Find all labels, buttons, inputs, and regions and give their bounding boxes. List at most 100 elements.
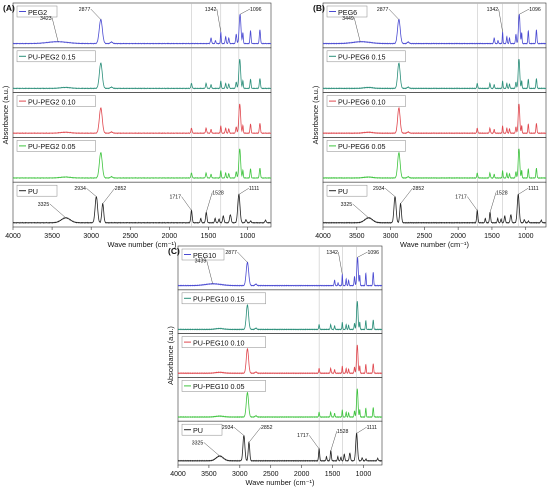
legend-label: PU — [338, 187, 348, 196]
peak-leader — [308, 435, 320, 450]
subplot-frame — [177, 420, 383, 466]
peak-label: 1096 — [250, 7, 262, 13]
spectrum-line — [177, 344, 383, 375]
peak-label: 1342 — [326, 250, 338, 256]
peak-leader — [237, 251, 248, 263]
panel-letter: (B) — [313, 3, 325, 13]
peak-label: 3325 — [341, 202, 353, 208]
x-tick-label: 3500 — [201, 471, 217, 478]
spectrum-line — [177, 388, 383, 419]
peak-leader — [498, 8, 503, 32]
x-tick-label: 2500 — [417, 233, 433, 240]
spectrum-line — [177, 432, 383, 462]
spectrum-line — [12, 59, 272, 90]
peak-leader — [519, 8, 530, 15]
legend-entry: PU-PEG10 0.05 — [181, 380, 266, 392]
peak-label: 2852 — [261, 425, 273, 431]
peak-leader — [239, 8, 251, 15]
peak-leader — [354, 17, 361, 42]
x-tick-label: 3000 — [383, 233, 399, 240]
x-tick-label: 1000 — [356, 471, 372, 478]
legend-box — [326, 5, 368, 18]
peak-label: 2877 — [79, 7, 91, 13]
legend-entry: PU — [326, 184, 368, 197]
x-tick-label: 1000 — [518, 233, 534, 240]
legend-box — [16, 5, 58, 18]
legend-entry: PU — [181, 423, 223, 436]
legend-entry: PU-PEG2 0.15 — [16, 50, 96, 63]
legend-entry: PU-PEG6 0.10 — [326, 95, 406, 107]
legend-entry: PU — [16, 184, 58, 197]
peak-leader — [233, 427, 245, 436]
x-axis-title: Wave number (cm⁻¹) — [108, 240, 177, 249]
x-tick-label: 4000 — [5, 233, 21, 240]
spectrum-line — [12, 103, 272, 135]
peak-leader — [206, 192, 213, 213]
legend-box — [326, 140, 406, 152]
x-tick-label: 2500 — [122, 233, 138, 240]
peak-label: 1342 — [487, 7, 499, 13]
x-tick-label: 2000 — [294, 471, 310, 478]
legend-entry: PEG2 — [16, 5, 58, 18]
peak-label: 3423 — [40, 16, 52, 22]
peak-label: 3325 — [192, 440, 204, 446]
peak-label: 1096 — [529, 7, 541, 13]
peak-leader — [338, 251, 343, 275]
y-axis-title: Absorbance (a.u.) — [311, 86, 320, 145]
legend-label: PU-PEG2 0.15 — [28, 53, 76, 62]
spectrum-line — [12, 148, 272, 179]
peak-leader — [51, 17, 59, 42]
legend-box — [16, 140, 96, 152]
peak-leader — [400, 188, 413, 204]
peak-label: 3325 — [38, 202, 50, 208]
spectrum-line — [322, 103, 547, 135]
legend-entry: PU-PEG2 0.10 — [16, 95, 96, 107]
peak-leader — [206, 260, 213, 284]
legend-label: PU — [193, 426, 203, 435]
legend-box — [181, 248, 225, 261]
panel-letter: (A) — [3, 3, 15, 13]
legend-entry: PU-PEG6 0.15 — [326, 50, 406, 63]
legend-label: PU-PEG10 0.05 — [193, 382, 245, 391]
legend-box — [181, 423, 223, 436]
peak-leader — [384, 188, 396, 197]
peak-label: 3449 — [342, 16, 354, 22]
y-axis-title: Absorbance (a.u.) — [1, 86, 10, 145]
x-tick-label: 4000 — [315, 233, 331, 240]
legend-entry: PEG6 — [326, 5, 368, 18]
legend-label: PEG2 — [28, 8, 47, 17]
peak-leader — [90, 8, 101, 20]
legend-entry: PU-PEG10 0.10 — [181, 336, 266, 348]
legend-box — [16, 50, 96, 63]
legend-label: PU-PEG6 0.05 — [338, 142, 386, 151]
spectrum-line — [177, 257, 383, 287]
x-tick-label: 2000 — [450, 233, 466, 240]
peak-leader — [203, 442, 220, 457]
peak-label: 1096 — [368, 250, 380, 256]
x-tick-label: 1000 — [240, 233, 256, 240]
spectrum-line — [177, 300, 383, 331]
peak-leader — [489, 192, 497, 213]
y-axis-title: Absorbance (a.u.) — [166, 326, 175, 385]
legend-box — [16, 95, 96, 107]
peak-leader — [467, 196, 478, 211]
peak-label: 1111 — [367, 425, 377, 431]
spectrum-line — [322, 58, 547, 90]
peak-leader — [102, 188, 115, 204]
x-tick-label: 3500 — [349, 233, 365, 240]
peak-label: 2852 — [115, 186, 127, 192]
legend-label: PU-PEG10 0.10 — [193, 338, 245, 347]
peak-label: 2877 — [377, 7, 389, 13]
legend-label: PU-PEG6 0.15 — [338, 53, 386, 62]
legend-label: PU-PEG10 0.15 — [193, 295, 245, 304]
legend-box — [326, 50, 406, 63]
x-tick-label: 1500 — [201, 233, 217, 240]
x-tick-label: 4000 — [170, 471, 186, 478]
legend-box — [16, 184, 58, 197]
peak-label: 1528 — [496, 190, 508, 196]
subplot-frame — [12, 181, 272, 228]
legend-box — [326, 95, 406, 107]
peak-leader — [357, 251, 368, 258]
peak-leader — [356, 427, 367, 434]
